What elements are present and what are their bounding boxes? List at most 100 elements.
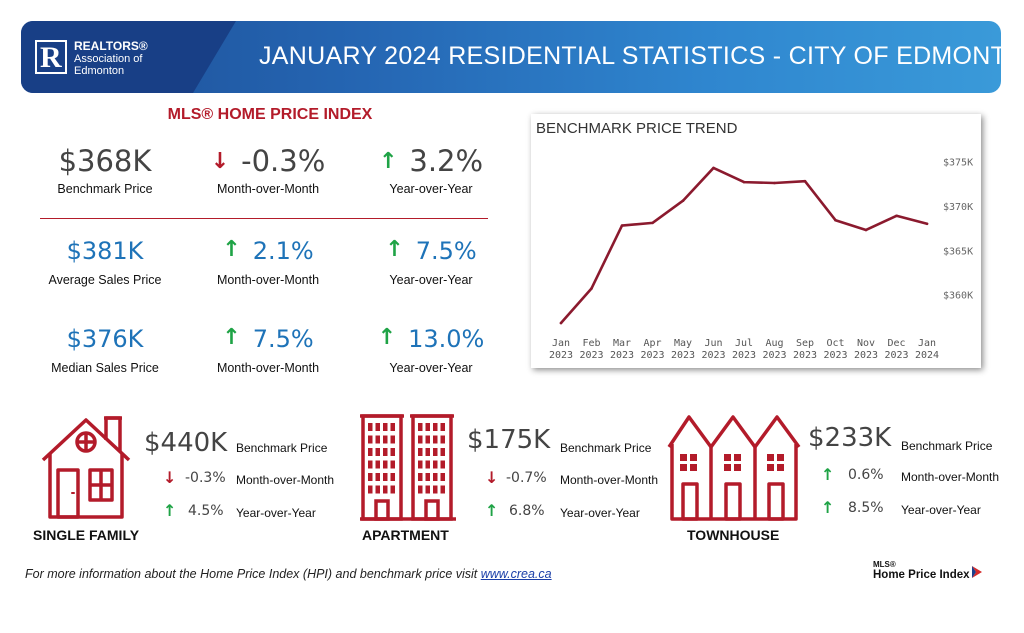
x-tick-label: Mar (613, 338, 631, 349)
x-tick-label: Jun (704, 338, 722, 349)
benchmark-price-stat: $368K Benchmark Price (40, 144, 170, 196)
data-point (681, 199, 685, 203)
y-tick-label: $365K (943, 246, 973, 257)
type-name-townhouse: TOWNHOUSE (687, 527, 780, 543)
x-tick-label: 2023 (610, 350, 634, 361)
benchmark-mom-stat: ↓ -0.3% Month-over-Month (193, 144, 343, 196)
apartment-window (440, 473, 445, 481)
data-point (559, 321, 563, 325)
apartment-window (383, 448, 388, 456)
apartment-window (368, 423, 373, 431)
data-point (925, 222, 929, 226)
stat-label: Month-over-Month (216, 182, 320, 196)
up-arrow-icon: ↑ (222, 237, 241, 262)
apartment-window (390, 485, 395, 494)
footer-note: For more information about the Home Pric… (25, 567, 552, 581)
stat-value: $368K (58, 144, 152, 178)
type-name-apartment: APARTMENT (362, 527, 449, 543)
apartment-window (425, 460, 430, 469)
x-tick-label: Sep (796, 338, 814, 349)
x-tick-label: Oct (826, 338, 844, 349)
logo-line-2: Association of (74, 53, 143, 65)
single-family-mom: -0.3% (185, 470, 226, 486)
page-title: JANUARY 2024 RESIDENTIAL STATISTICS - CI… (259, 42, 1001, 70)
logo-line-3: Edmonton (74, 65, 125, 77)
apartment-price: $175K (467, 425, 551, 455)
apartment-window (390, 448, 395, 456)
data-point (620, 224, 624, 227)
realtors-r-icon: R (35, 40, 67, 74)
y-tick-label: $360K (943, 291, 973, 302)
y-tick-label: $370K (943, 202, 973, 213)
data-point (590, 287, 593, 290)
chart-title: BENCHMARK PRICE TREND (536, 120, 738, 137)
x-tick-label: Aug (765, 338, 783, 349)
apartment-window (390, 460, 395, 469)
x-tick-label: 2023 (640, 350, 664, 361)
x-tick-label: Apr (643, 338, 661, 349)
single-family-yoy-label: Year-over-Year (236, 506, 316, 520)
apartment-window (440, 448, 445, 456)
data-point (864, 228, 868, 232)
up-arrow-icon: ↑ (821, 498, 835, 517)
stat-label: Year-over-Year (389, 182, 473, 196)
x-tick-label: 2023 (579, 350, 603, 361)
down-arrow-icon: ↓ (163, 468, 177, 487)
apartment-window (368, 473, 373, 481)
apartment-window (390, 435, 395, 444)
median-price-stat: $376K Median Sales Price (40, 325, 170, 375)
up-arrow-icon: ↑ (163, 501, 177, 520)
stat-label: Benchmark Price (57, 182, 153, 196)
apartment-window (433, 435, 438, 444)
stat-value: 13.0% (408, 325, 485, 353)
apartment-window (375, 460, 380, 469)
x-tick-label: 2024 (915, 350, 939, 361)
crea-link[interactable]: www.crea.ca (480, 567, 552, 581)
apartment-window (418, 435, 423, 444)
apartment-window (390, 473, 395, 481)
apartment-mom-label: Month-over-Month (560, 473, 659, 487)
townhouse-yoy-label: Year-over-Year (901, 503, 981, 517)
single-family-house-icon (40, 412, 132, 520)
realtors-logo: R REALTORS® Association of Edmonton (21, 21, 236, 93)
apartment-window (418, 473, 423, 481)
x-tick-label: Jan (552, 338, 570, 349)
mls-chevron-icon (972, 566, 982, 578)
single-family-price-label: Benchmark Price (236, 441, 328, 455)
trend-chart-svg: $360K$365K$370K$375KJan2023Feb2023Mar202… (549, 158, 973, 361)
stat-label: Average Sales Price (48, 273, 162, 287)
apartment-window (433, 460, 438, 469)
townhouse-mom-label: Month-over-Month (901, 470, 1000, 484)
x-tick-label: 2023 (732, 350, 756, 361)
logo-line-1: REALTORS® (74, 39, 148, 53)
apartment-window (425, 448, 430, 456)
apartment-window (368, 485, 373, 494)
type-name-single-family: SINGLE FAMILY (33, 527, 140, 543)
townhouse-price: $233K (808, 423, 892, 453)
apartment-window (390, 423, 395, 431)
up-arrow-icon: ↑ (377, 325, 397, 350)
x-tick-label: 2023 (884, 350, 908, 361)
x-tick-label: Jul (735, 338, 753, 349)
apartment-window (425, 423, 430, 431)
benchmark-trend-chart: BENCHMARK PRICE TREND $360K $365K $370K $37… (531, 114, 981, 368)
up-arrow-icon: ↑ (385, 237, 404, 262)
apartment-window (368, 435, 373, 444)
data-point (834, 218, 837, 222)
apartment-window (383, 460, 388, 469)
up-arrow-icon: ↑ (485, 501, 499, 520)
data-point (651, 221, 654, 225)
apartment-window (375, 423, 380, 431)
apartment-window (375, 473, 380, 481)
apartment-window (440, 435, 445, 444)
apartment-yoy-label: Year-over-Year (560, 506, 640, 520)
up-arrow-icon: ↑ (378, 149, 398, 174)
hpi-heading: MLS® HOME PRICE INDEX (167, 106, 373, 123)
apartment-window (418, 423, 423, 431)
apartment-window (368, 460, 373, 469)
average-yoy-stat: ↑ 7.5% Year-over-Year (356, 237, 506, 287)
stat-label: Year-over-Year (389, 361, 473, 375)
townhouse-mom: 0.6% (848, 467, 884, 483)
single-family-price: $440K (144, 428, 228, 458)
apartment-yoy: 6.8% (509, 503, 545, 519)
